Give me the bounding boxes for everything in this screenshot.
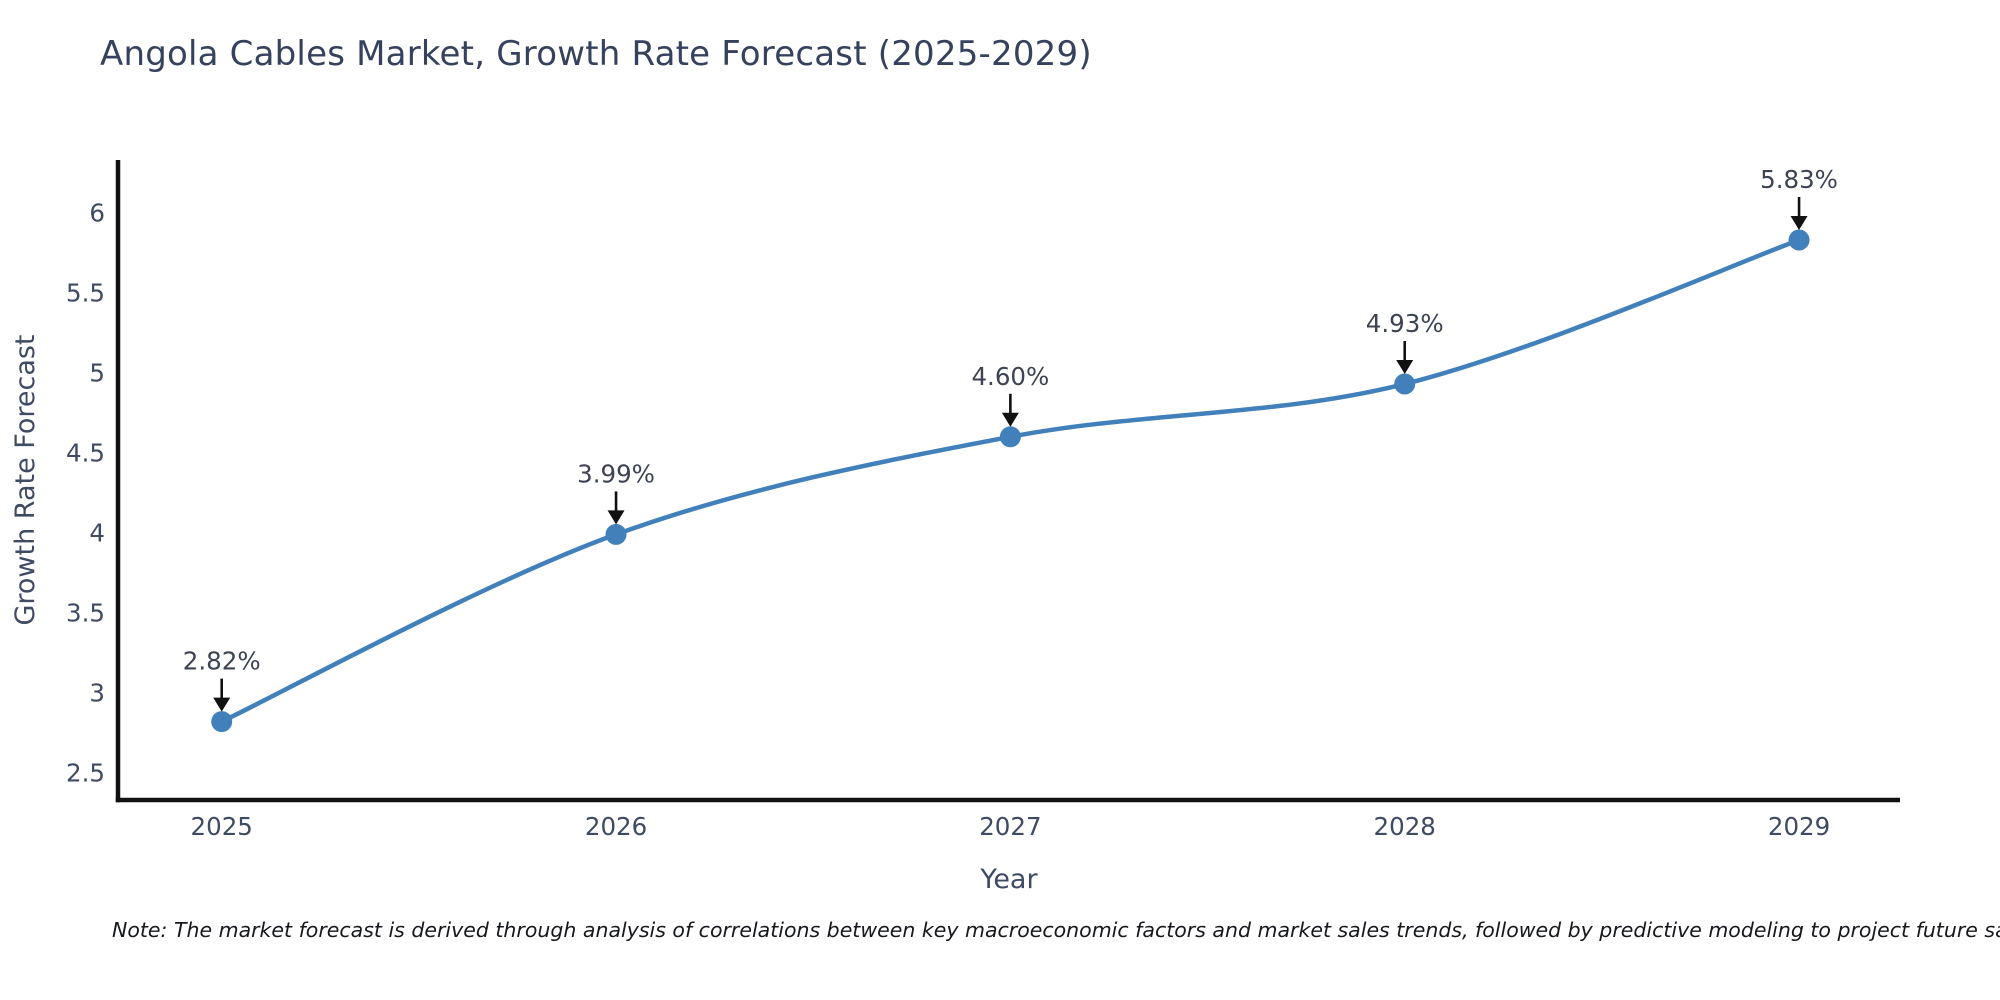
data-point-marker[interactable] xyxy=(999,426,1021,448)
data-point-marker[interactable] xyxy=(211,711,233,733)
x-tick-label: 2025 xyxy=(191,812,253,841)
x-tick-label: 2027 xyxy=(979,812,1041,841)
annotation-arrowhead-icon xyxy=(213,697,231,712)
y-tick-label: 2.5 xyxy=(66,758,105,787)
chart-title: Angola Cables Market, Growth Rate Foreca… xyxy=(100,34,1092,74)
annotation-arrowhead-icon xyxy=(1001,412,1019,427)
annotation-arrowhead-icon xyxy=(1396,360,1414,374)
point-value-label: 2.82% xyxy=(183,647,261,676)
growth-rate-line xyxy=(219,237,1802,724)
y-tick-label: 5 xyxy=(89,358,105,387)
y-tick-label: 4.5 xyxy=(66,438,105,467)
y-tick-label: 4 xyxy=(89,518,105,547)
x-axis-title: Year xyxy=(979,864,1038,895)
x-tick-label: 2026 xyxy=(585,812,647,841)
data-point-marker[interactable] xyxy=(1394,373,1416,395)
x-tick-label: 2029 xyxy=(1768,812,1830,841)
x-tick-label: 2028 xyxy=(1374,812,1436,841)
y-tick-label: 3.5 xyxy=(66,598,105,627)
point-value-label: 4.93% xyxy=(1366,309,1444,338)
annotation-arrowhead-icon xyxy=(1790,216,1808,230)
point-value-label: 4.60% xyxy=(971,362,1049,391)
data-point-marker[interactable] xyxy=(1788,229,1810,251)
y-axis-title: Growth Rate Forecast xyxy=(10,334,41,625)
footnote: Note: The market forecast is derived thr… xyxy=(112,918,2000,942)
y-tick-label: 5.5 xyxy=(66,278,105,307)
annotation-arrowhead-icon xyxy=(607,510,625,525)
data-point-marker[interactable] xyxy=(605,523,627,545)
y-tick-label: 6 xyxy=(89,198,105,227)
point-value-label: 5.83% xyxy=(1760,165,1838,194)
point-value-label: 3.99% xyxy=(577,459,655,488)
y-tick-label: 3 xyxy=(89,678,105,707)
